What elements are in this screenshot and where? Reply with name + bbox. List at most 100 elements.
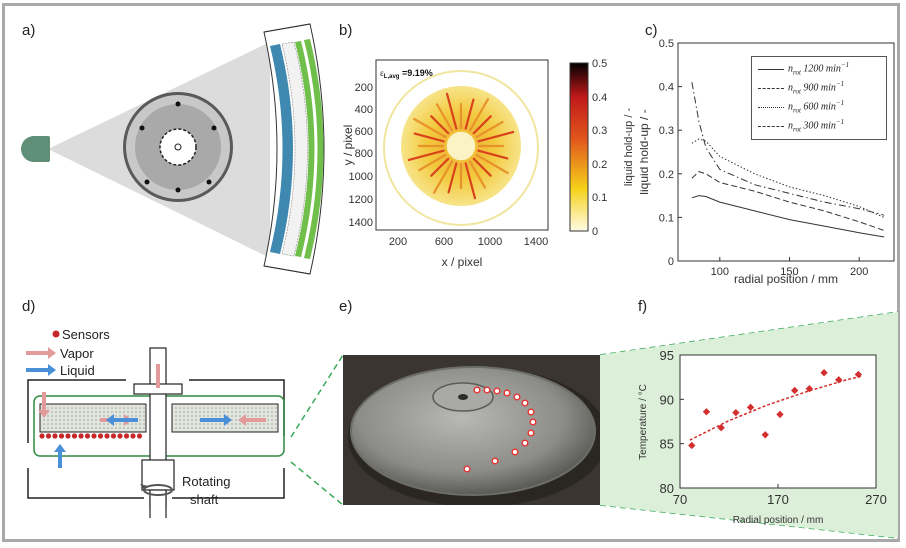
chart-c-series-line-3 bbox=[691, 82, 885, 216]
legend-liquid: Liquid bbox=[60, 363, 95, 378]
panel-label-f: f) bbox=[638, 298, 648, 315]
sensor-legend-icon bbox=[52, 330, 60, 338]
plate-sensor-marker bbox=[529, 418, 537, 426]
colorbar-label: liquid hold-up / - bbox=[623, 108, 635, 187]
plate-sensor-marker bbox=[511, 448, 519, 456]
outer-ring bbox=[383, 70, 539, 226]
holdup-spoke bbox=[445, 92, 458, 130]
holdup-spoke bbox=[432, 160, 454, 194]
svg-text:600: 600 bbox=[435, 236, 453, 248]
holdup-spoke bbox=[464, 162, 477, 200]
colorbar-gradient bbox=[569, 62, 589, 232]
sensor-dot bbox=[91, 433, 97, 439]
plate-sensor-marker bbox=[473, 386, 481, 394]
panel-f-chart: 80 85 90 95 70 170 270 Radial position / mm T… bbox=[600, 312, 898, 538]
chart-c-legend: nrot 1200 min−1 nrot 900 min−1 nrot 600 … bbox=[751, 56, 887, 140]
schematic-legend: Sensors Vapor Liquid bbox=[26, 327, 110, 378]
legend-vapor: Vapor bbox=[60, 346, 94, 361]
svg-text:1000: 1000 bbox=[349, 171, 373, 183]
panel-b-xticks: 200 600 1000 1400 bbox=[389, 236, 548, 248]
sensor-dot bbox=[97, 433, 104, 439]
chart-c-series-line-0 bbox=[691, 195, 885, 238]
chart-c-series-line-2 bbox=[691, 138, 885, 218]
holdup-spoke bbox=[464, 98, 475, 130]
chart-c-yticks: 0 0.1 0.2 0.3 0.4 0.5 bbox=[659, 38, 682, 268]
panel-d-schematic: Sensors Vapor Liquid Rotating shaft bbox=[26, 327, 285, 518]
chart-f-axes bbox=[679, 354, 877, 489]
plate-sensor-marker bbox=[527, 408, 535, 416]
panel-b-ylabel: y / pixel bbox=[341, 125, 355, 166]
svg-text:0.1: 0.1 bbox=[592, 192, 607, 204]
holdup-spoke bbox=[468, 160, 487, 189]
svg-text:1000: 1000 bbox=[478, 236, 502, 248]
plate-sensor-marker bbox=[491, 457, 499, 465]
hub-hole bbox=[458, 394, 468, 400]
panel-b-holdup-map: εL,avg =9.19% 200 400 600 800 1000 1200 … bbox=[341, 59, 549, 269]
vapor-arrow-icon bbox=[26, 347, 56, 359]
shaft-assembly bbox=[133, 347, 183, 518]
chart-f-xlabel: Radial position / mm bbox=[733, 515, 824, 526]
shaft-label-line2: shaft bbox=[190, 492, 219, 507]
shaft-label-line1: Rotating bbox=[182, 474, 230, 489]
chart-f-xtick-label: 270 bbox=[865, 492, 887, 507]
figure-frame bbox=[2, 3, 900, 542]
holdup-spoke bbox=[477, 149, 509, 160]
chart-f-ytick-label: 90 bbox=[660, 392, 674, 407]
svg-text:0.5: 0.5 bbox=[592, 58, 607, 70]
sensor-dot bbox=[136, 433, 143, 439]
holdup-spoke bbox=[447, 162, 458, 194]
sensor-dot bbox=[84, 433, 91, 439]
chart-f-ytick-label: 95 bbox=[660, 348, 674, 363]
holdup-spoke bbox=[477, 130, 515, 143]
chart-f-xtick-label: 170 bbox=[767, 492, 789, 507]
svg-text:0: 0 bbox=[592, 226, 598, 238]
sensor-row bbox=[39, 433, 143, 439]
panel-label-b: b) bbox=[339, 22, 353, 39]
holdup-spoke bbox=[413, 132, 445, 143]
plate-sensor-marker bbox=[521, 399, 529, 407]
chart-c-ytick-label: 0.5 bbox=[659, 38, 674, 50]
svg-text:1400: 1400 bbox=[524, 236, 548, 248]
sensor-dot bbox=[117, 433, 123, 439]
legend-sensors: Sensors bbox=[62, 327, 110, 342]
panel-b-colorbar: 0.5 0.4 0.3 0.2 0.1 0 liquid hold-up / - bbox=[569, 58, 635, 238]
holdup-spoke bbox=[468, 98, 490, 132]
chart-c-ytick-label: 0 bbox=[668, 256, 674, 268]
holdup-spoke bbox=[413, 117, 447, 139]
plate-sensor-marker bbox=[463, 465, 471, 473]
sensor-dot bbox=[65, 433, 71, 439]
panel-b-xlabel: x / pixel bbox=[442, 255, 483, 269]
legend-item-900: nrot 900 min−1 bbox=[758, 80, 844, 95]
chart-c-xtick-label: 200 bbox=[850, 266, 868, 278]
camera-icon bbox=[21, 136, 50, 162]
sensor-dot bbox=[58, 433, 65, 439]
rotor-plate bbox=[350, 366, 596, 496]
plate-sensor-marker bbox=[483, 386, 491, 394]
chart-c-ylabel: liquid hold-up / - bbox=[640, 109, 651, 194]
flow-arrows bbox=[38, 364, 266, 468]
chart-f-point bbox=[702, 408, 711, 416]
svg-text:1200: 1200 bbox=[349, 194, 373, 206]
chart-c-ytick-label: 0.3 bbox=[659, 125, 674, 137]
liquid-flow-arrow-icon bbox=[200, 414, 232, 426]
vapor-flow-arrow-right-icon bbox=[238, 414, 266, 426]
chart-f-xtick-label: 70 bbox=[673, 492, 687, 507]
sensor-dot bbox=[45, 433, 52, 439]
holdup-spokes bbox=[407, 92, 515, 200]
holdup-spoke bbox=[418, 153, 447, 172]
vapor-down-arrow-icon bbox=[38, 392, 50, 418]
holdup-hub bbox=[445, 130, 477, 162]
packing-ring-section bbox=[263, 23, 325, 275]
chart-f-point bbox=[717, 424, 725, 432]
chart-f-ytick-label: 80 bbox=[660, 481, 674, 496]
legend-item-1200: nrot 1200 min−1 bbox=[758, 61, 849, 76]
sensor-dot bbox=[78, 433, 84, 439]
sensor-dot bbox=[104, 433, 110, 439]
legend-item-600: nrot 600 min−1 bbox=[758, 99, 844, 114]
rotation-icon bbox=[140, 484, 173, 496]
panel-label-d: d) bbox=[22, 298, 36, 315]
holdup-spoke bbox=[430, 115, 450, 135]
svg-text:200: 200 bbox=[389, 236, 407, 248]
rotor-disk bbox=[123, 92, 233, 202]
